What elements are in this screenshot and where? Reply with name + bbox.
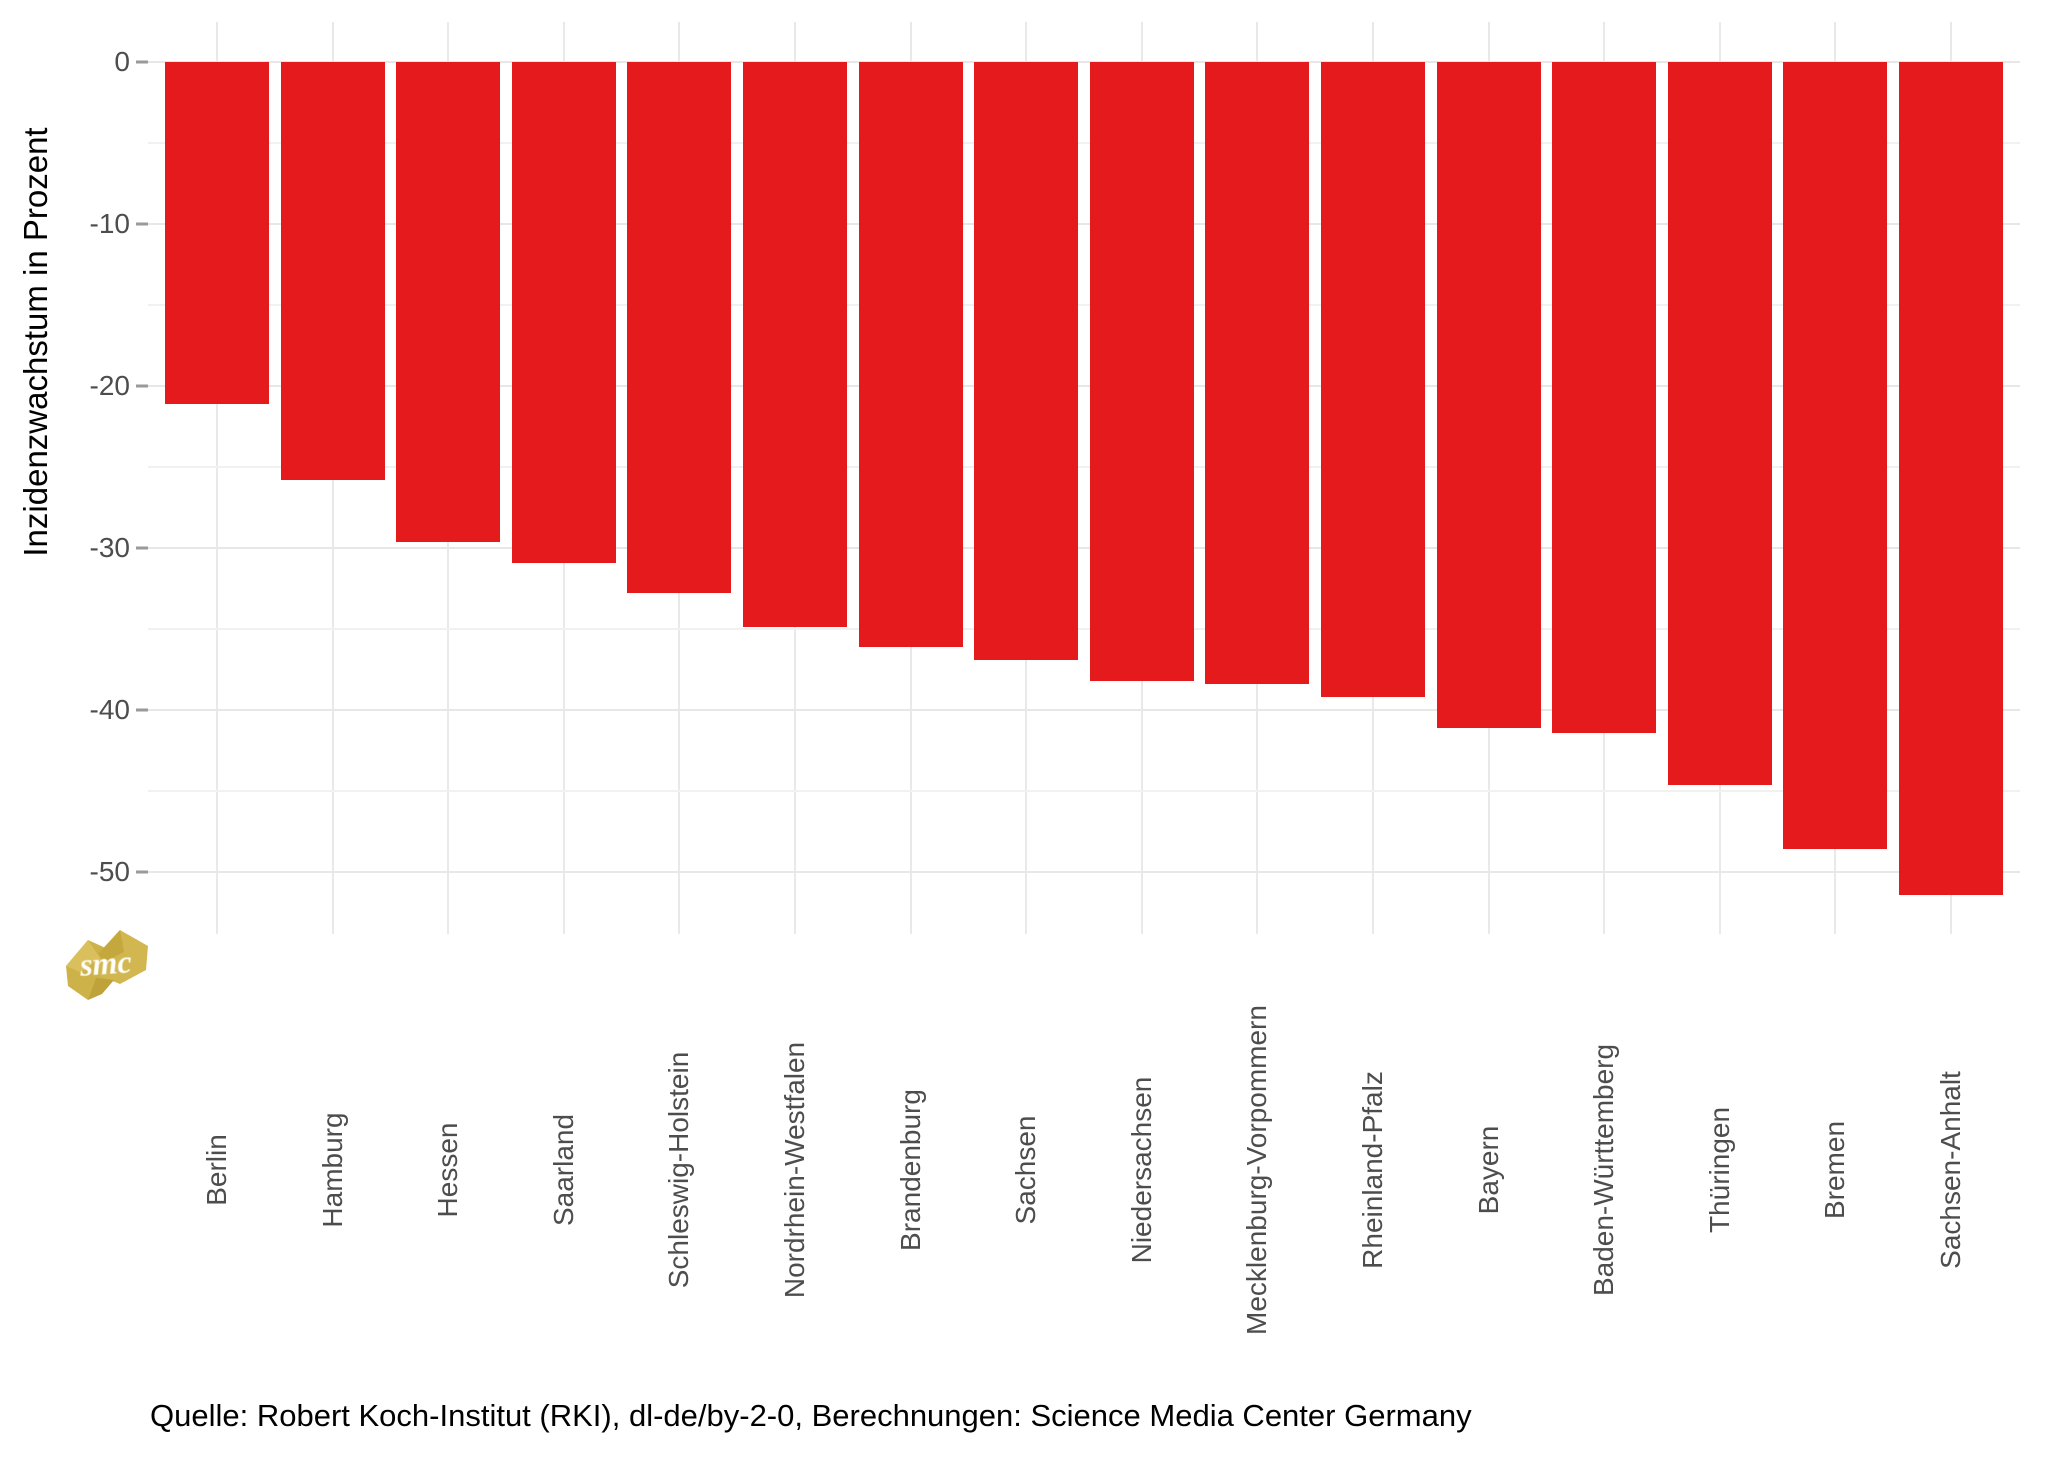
gridline-minor [148,466,2020,468]
gridline-major [148,709,2020,711]
logo-shape [66,940,100,972]
gridline-minor [148,142,2020,144]
gridline-major [148,871,2020,873]
bar-sachsen [974,62,1079,660]
x-label-sachsen-anhalt: Sachsen-Anhalt [1935,1071,1966,1269]
x-label-th-ringen: Thüringen [1703,1106,1735,1234]
logo-shape [88,978,114,1000]
y-tick-mark [136,222,148,226]
x-label-baden-w-rttemberg: Baden-Württemberg [1588,1043,1620,1297]
x-label-rheinland-pfalz: Rheinland-Pfalz [1357,1071,1388,1269]
logo-text: smc [78,943,133,983]
source-attribution: Quelle: Robert Koch-Institut (RKI), dl-d… [150,1398,1472,1433]
bar-niedersachsen [1089,62,1194,681]
y-tick-label: -20 [89,370,130,401]
x-label-brandenburg: Brandenburg [894,1089,926,1251]
y-tick-mark [136,60,148,64]
x-label-nordrhein-westfalen: Nordrhein-Westfalen [779,1041,810,1299]
bar-schleswig-holstein [627,62,732,594]
y-tick-label: -50 [89,856,130,887]
y-tick-label: -30 [89,532,130,563]
gridline-vertical [216,22,218,934]
y-tick-mark [136,546,148,550]
x-label-bayern: Bayern [1472,1125,1504,1215]
x-label-niedersachsen: Niedersachsen [1125,1076,1157,1264]
y-tick-label: -10 [89,208,130,239]
y-tick-mark [136,384,148,388]
bar-mecklenburg-vorpommern [1205,62,1310,685]
gridline-minor [148,304,2020,306]
bar-th-ringen [1667,62,1772,785]
gridline-major [148,61,2020,63]
x-label-hessen: Hessen [432,1122,464,1218]
bar-bremen [1783,62,1888,850]
y-tick-label: -40 [89,694,130,725]
bar-baden-w-rttemberg [1552,62,1657,733]
gridline-minor [148,628,2020,630]
gridline-major [148,223,2020,225]
bar-nordrhein-westfalen [743,62,847,628]
bar-rheinland-pfalz [1321,62,1425,698]
y-tick-mark [136,708,148,712]
smc-logo: smc [66,930,148,1000]
x-label-hamburg: Hamburg [316,1112,348,1228]
logo-shape [98,930,124,962]
x-label-berlin: Berlin [201,1134,232,1206]
bar-hessen [396,62,501,542]
bar-sachsen-anhalt [1899,62,2003,895]
x-label-bremen: Bremen [1819,1120,1851,1220]
x-label-saarland: Saarland [547,1113,579,1227]
gridline-major [148,547,2020,549]
bar-bayern [1436,62,1541,728]
bar-saarland [511,62,616,563]
y-axis-title: Inzidenzwachstum in Prozent [17,127,54,557]
x-label-schleswig-holstein: Schleswig-Holstein [663,1051,695,1289]
y-tick-mark [136,870,148,874]
gridline-minor [148,790,2020,792]
bar-brandenburg [858,62,963,647]
x-label-sachsen: Sachsen [1010,1115,1042,1225]
bar-hamburg [280,62,385,480]
gridline-major [148,385,2020,387]
y-tick-label: 0 [114,46,130,77]
x-label-mecklenburg-vorpommern: Mecklenburg-Vorpommern [1241,1005,1273,1335]
plot-panel [148,22,2020,934]
bar-berlin [165,62,269,404]
